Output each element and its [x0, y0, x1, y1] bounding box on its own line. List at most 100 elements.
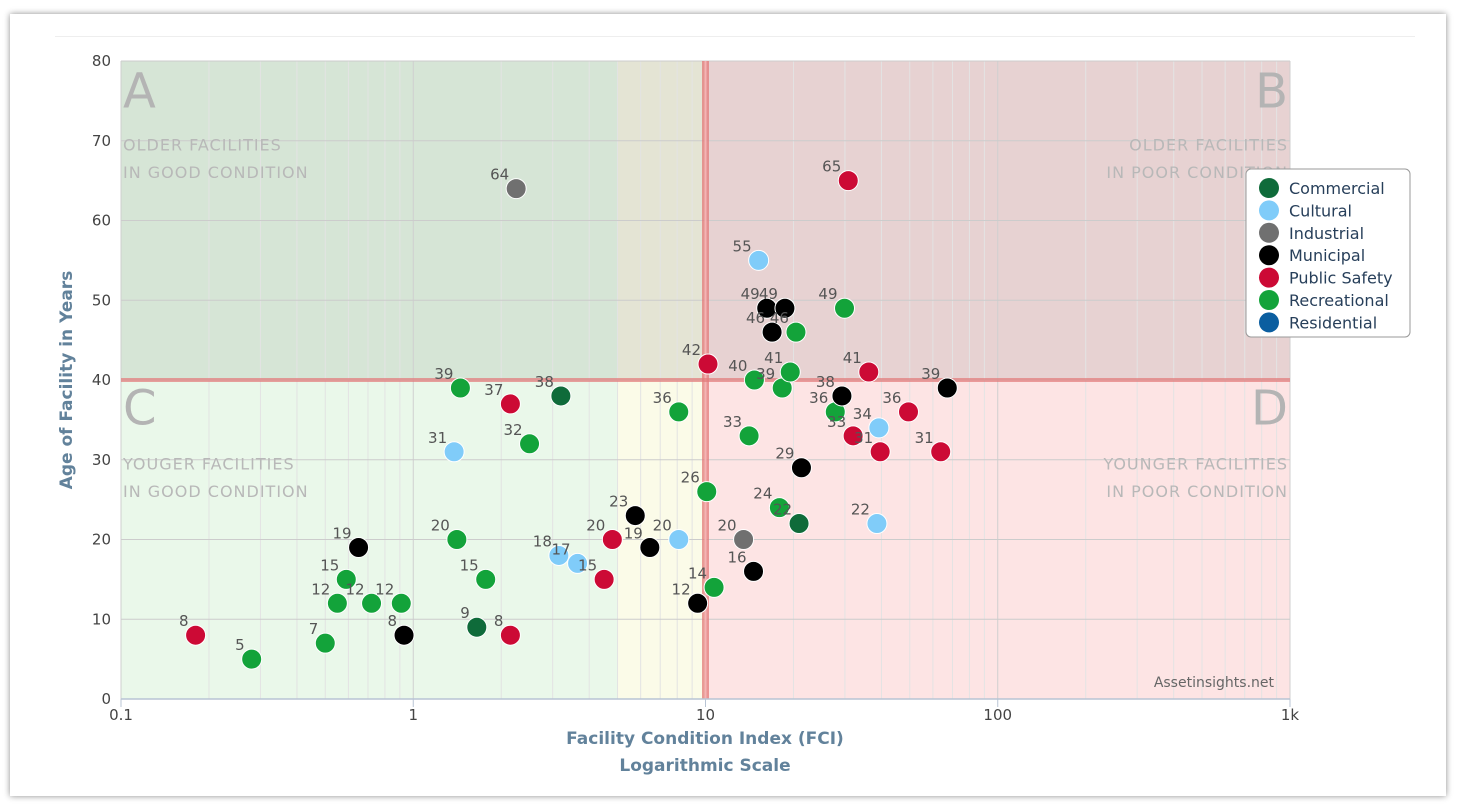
y-tick-label: 80 — [92, 52, 111, 70]
legend-swatch-residential — [1259, 312, 1279, 333]
recreational-point-label: 12 — [311, 580, 330, 598]
municipal-point — [624, 505, 646, 527]
quadrant-b-line2: IN POOR CONDITION — [1106, 163, 1288, 182]
legend-label-public-safety: Public Safety — [1289, 269, 1393, 288]
legend-box — [1245, 168, 1411, 338]
recreational-point — [326, 592, 348, 614]
public-safety-point — [593, 568, 615, 590]
public-safety-point — [930, 441, 952, 463]
recreational-point — [449, 377, 471, 399]
cultural-point — [548, 544, 570, 566]
quadrant-a-line1: OLDER FACILITIES — [123, 135, 282, 154]
cultural-point — [748, 249, 770, 271]
industrial-point-label: 20 — [717, 517, 736, 535]
commercial-point — [466, 616, 488, 638]
municipal-point — [790, 457, 812, 479]
legend-label-industrial: Industrial — [1289, 224, 1364, 243]
legend-label-recreational: Recreational — [1289, 291, 1389, 310]
cultural-point-label: 20 — [653, 517, 672, 535]
x-axis-subtitle: Logarithmic Scale — [619, 756, 790, 776]
quadrant-a-line2: IN GOOD CONDITION — [123, 163, 309, 182]
municipal-point — [774, 297, 796, 319]
municipal-point-label: 49 — [759, 285, 778, 303]
recreational-point-label: 15 — [320, 556, 339, 574]
public-safety-point-label: 37 — [484, 381, 503, 399]
y-tick-label: 10 — [92, 610, 111, 628]
cultural-point-label: 34 — [853, 405, 872, 423]
y-tick-label: 70 — [92, 132, 111, 150]
industrial-point — [505, 178, 527, 200]
recreational-point — [743, 369, 765, 391]
recreational-point-label: 5 — [235, 636, 245, 654]
municipal-point-label: 23 — [609, 493, 628, 511]
municipal-point — [393, 624, 415, 646]
municipal-point — [831, 385, 853, 407]
recreational-point-label: 15 — [460, 556, 479, 574]
recreational-point-label: 12 — [375, 580, 394, 598]
legend-swatch-industrial — [1259, 222, 1279, 243]
quadrant-c-line2: IN GOOD CONDITION — [123, 482, 309, 501]
legend: Commercial Cultural Industrial Municipal Pub… — [1245, 168, 1411, 338]
y-tick-label: 40 — [92, 371, 111, 389]
recreational-point — [738, 425, 760, 447]
cultural-point — [868, 417, 890, 439]
legend-label-cultural: Cultural — [1289, 201, 1352, 220]
y-tick-label: 60 — [92, 212, 111, 230]
public-safety-point — [499, 393, 521, 415]
public-safety-point-label: 42 — [682, 341, 701, 359]
recreational-point — [241, 648, 263, 670]
public-safety-point-label: 31 — [854, 429, 873, 447]
recreational-point — [696, 481, 718, 503]
municipal-point-label: 19 — [332, 524, 351, 542]
municipal-point — [639, 536, 661, 558]
recreational-point — [390, 592, 412, 614]
recreational-point — [314, 632, 336, 654]
cultural-point — [567, 552, 589, 574]
recreational-point-label: 26 — [681, 469, 700, 487]
recreational-point-label: 41 — [764, 349, 783, 367]
y-axis-title: Age of Facility in Years — [57, 271, 77, 490]
recreational-point-label: 39 — [434, 365, 453, 383]
quadrant-b-line1: OLDER FACILITIES — [1129, 135, 1288, 154]
public-safety-point — [858, 361, 880, 383]
public-safety-point-label: 65 — [822, 158, 841, 176]
point-labels: 5 7 12 15 12 12 20 39 15 32 36 26 14 33 40 39 24 41 46 36 49… — [179, 158, 940, 655]
quadrant-d-letter: D — [1251, 381, 1288, 437]
public-safety-point — [837, 170, 859, 192]
x-axis-title: Facility Condition Index (FCI) — [566, 729, 844, 749]
recreational-point-label: 46 — [770, 309, 789, 327]
public-safety-point — [897, 401, 919, 423]
public-safety-point-label: 31 — [915, 429, 934, 447]
municipal-point-label: 19 — [624, 524, 643, 542]
public-safety-point — [601, 529, 623, 550]
x-tick-label: 100 — [983, 706, 1012, 724]
public-safety-point — [697, 353, 719, 375]
municipal-point-label: 29 — [775, 445, 794, 463]
public-safety-point — [869, 441, 891, 463]
recreational-point-label: 36 — [653, 389, 672, 407]
y-tick-label: 0 — [101, 690, 111, 708]
x-tick-label: 1k — [1281, 706, 1300, 724]
cultural-point — [866, 513, 888, 535]
recreational-point — [519, 433, 541, 455]
quadrant-d-line1: YOUNGER FACILITIES — [1102, 454, 1288, 473]
municipal-point-label: 46 — [746, 309, 765, 327]
quadrant-a-letter: A — [123, 63, 156, 119]
commercial-point-label: 38 — [535, 373, 554, 391]
cultural-point-label: 17 — [551, 540, 570, 558]
public-safety-point-label: 20 — [586, 517, 605, 535]
municipal-point — [936, 377, 958, 399]
legend-label-commercial: Commercial — [1289, 179, 1385, 198]
municipal-point-label: 49 — [741, 285, 760, 303]
quadrant-c-letter: C — [123, 381, 157, 437]
recreational-point-label: 40 — [728, 357, 747, 375]
quadrant-labels: A OLDER FACILITIES IN GOOD CONDITION B OLDER… — [122, 63, 1288, 501]
commercial-point-label: 9 — [460, 604, 470, 622]
y-tick-label: 50 — [92, 291, 111, 309]
recreational-point — [335, 568, 357, 590]
recreational-point — [446, 529, 468, 550]
cultural-point — [443, 441, 465, 463]
legend-label-residential: Residential — [1289, 313, 1377, 332]
recreational-point-label: 24 — [753, 485, 772, 503]
commercial-point-label: 22 — [773, 501, 792, 519]
